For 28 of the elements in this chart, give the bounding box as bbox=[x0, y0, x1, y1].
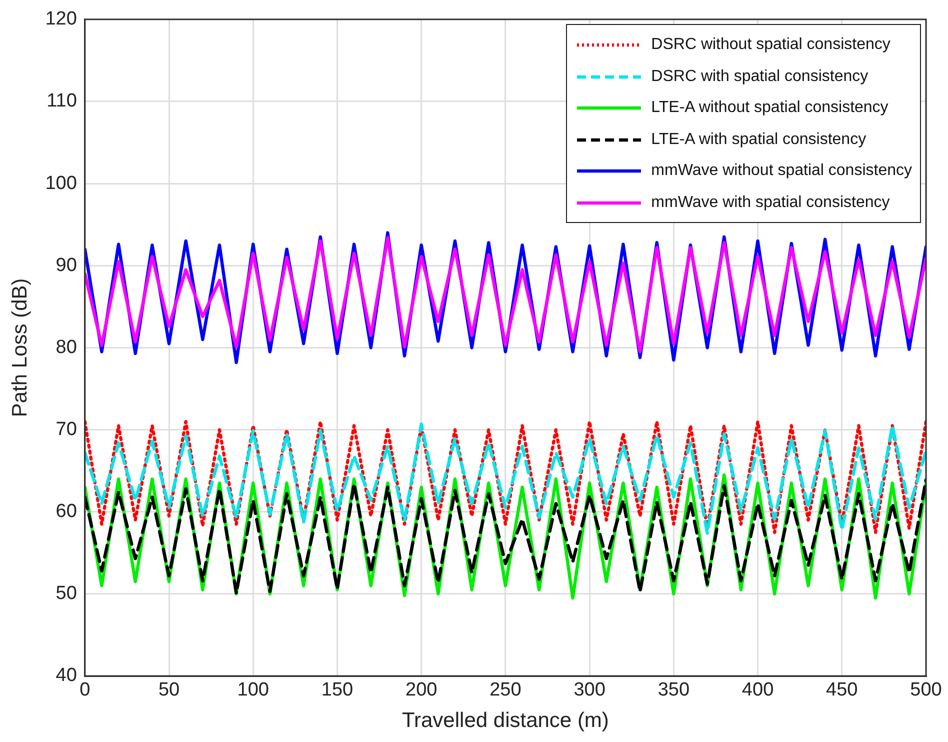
y-tick-label: 40 bbox=[56, 665, 77, 686]
x-tick-label: 250 bbox=[490, 680, 522, 701]
legend-label: mmWave without spatial consistency bbox=[651, 162, 912, 180]
x-tick-label: 0 bbox=[80, 680, 90, 701]
legend-label: DSRC without spatial consistency bbox=[651, 36, 890, 54]
x-axis-title: Travelled distance (m) bbox=[402, 709, 609, 732]
y-tick-label: 50 bbox=[56, 583, 77, 604]
x-tick-label: 100 bbox=[237, 680, 269, 701]
x-tick-label: 200 bbox=[405, 680, 438, 701]
y-axis-title: Path Loss (dB) bbox=[8, 278, 32, 418]
x-tick-label: 150 bbox=[321, 680, 354, 701]
legend-label: LTE-A with spatial consistency bbox=[651, 130, 866, 149]
x-tick-label: 500 bbox=[910, 680, 942, 701]
x-tick-label: 300 bbox=[574, 680, 606, 701]
y-tick-label: 90 bbox=[56, 254, 77, 276]
legend-label: mmWave with spatial consistency bbox=[651, 194, 890, 212]
legend-label: DSRC with spatial consistency bbox=[651, 68, 868, 86]
x-tick-label: 400 bbox=[742, 680, 774, 701]
y-tick-label: 120 bbox=[45, 8, 77, 30]
y-tick-label: 100 bbox=[45, 172, 77, 194]
x-tick-label: 350 bbox=[658, 680, 690, 701]
x-tick-label: 450 bbox=[826, 680, 858, 701]
y-tick-label: 110 bbox=[46, 90, 77, 112]
y-tick-label: 70 bbox=[56, 419, 77, 440]
legend-label: LTE-A without spatial consistency bbox=[651, 99, 888, 118]
y-tick-label: 80 bbox=[56, 336, 77, 358]
x-tick-label: 50 bbox=[158, 680, 180, 701]
y-tick-label: 60 bbox=[56, 501, 77, 522]
